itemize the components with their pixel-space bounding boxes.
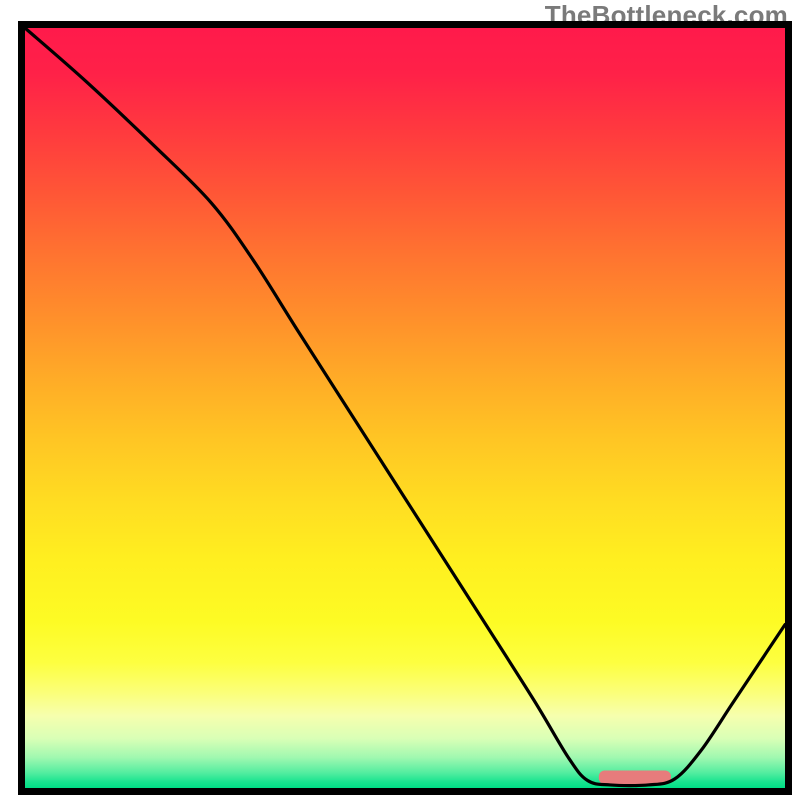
plot-background — [25, 28, 785, 788]
bottleneck-curve-plot — [0, 0, 800, 800]
optimal-range-marker — [599, 771, 671, 785]
figure-container: TheBottleneck.com — [0, 0, 800, 800]
